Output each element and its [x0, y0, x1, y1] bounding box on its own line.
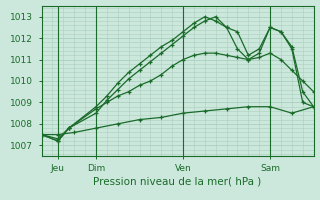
X-axis label: Pression niveau de la mer( hPa ): Pression niveau de la mer( hPa ) [93, 176, 262, 186]
